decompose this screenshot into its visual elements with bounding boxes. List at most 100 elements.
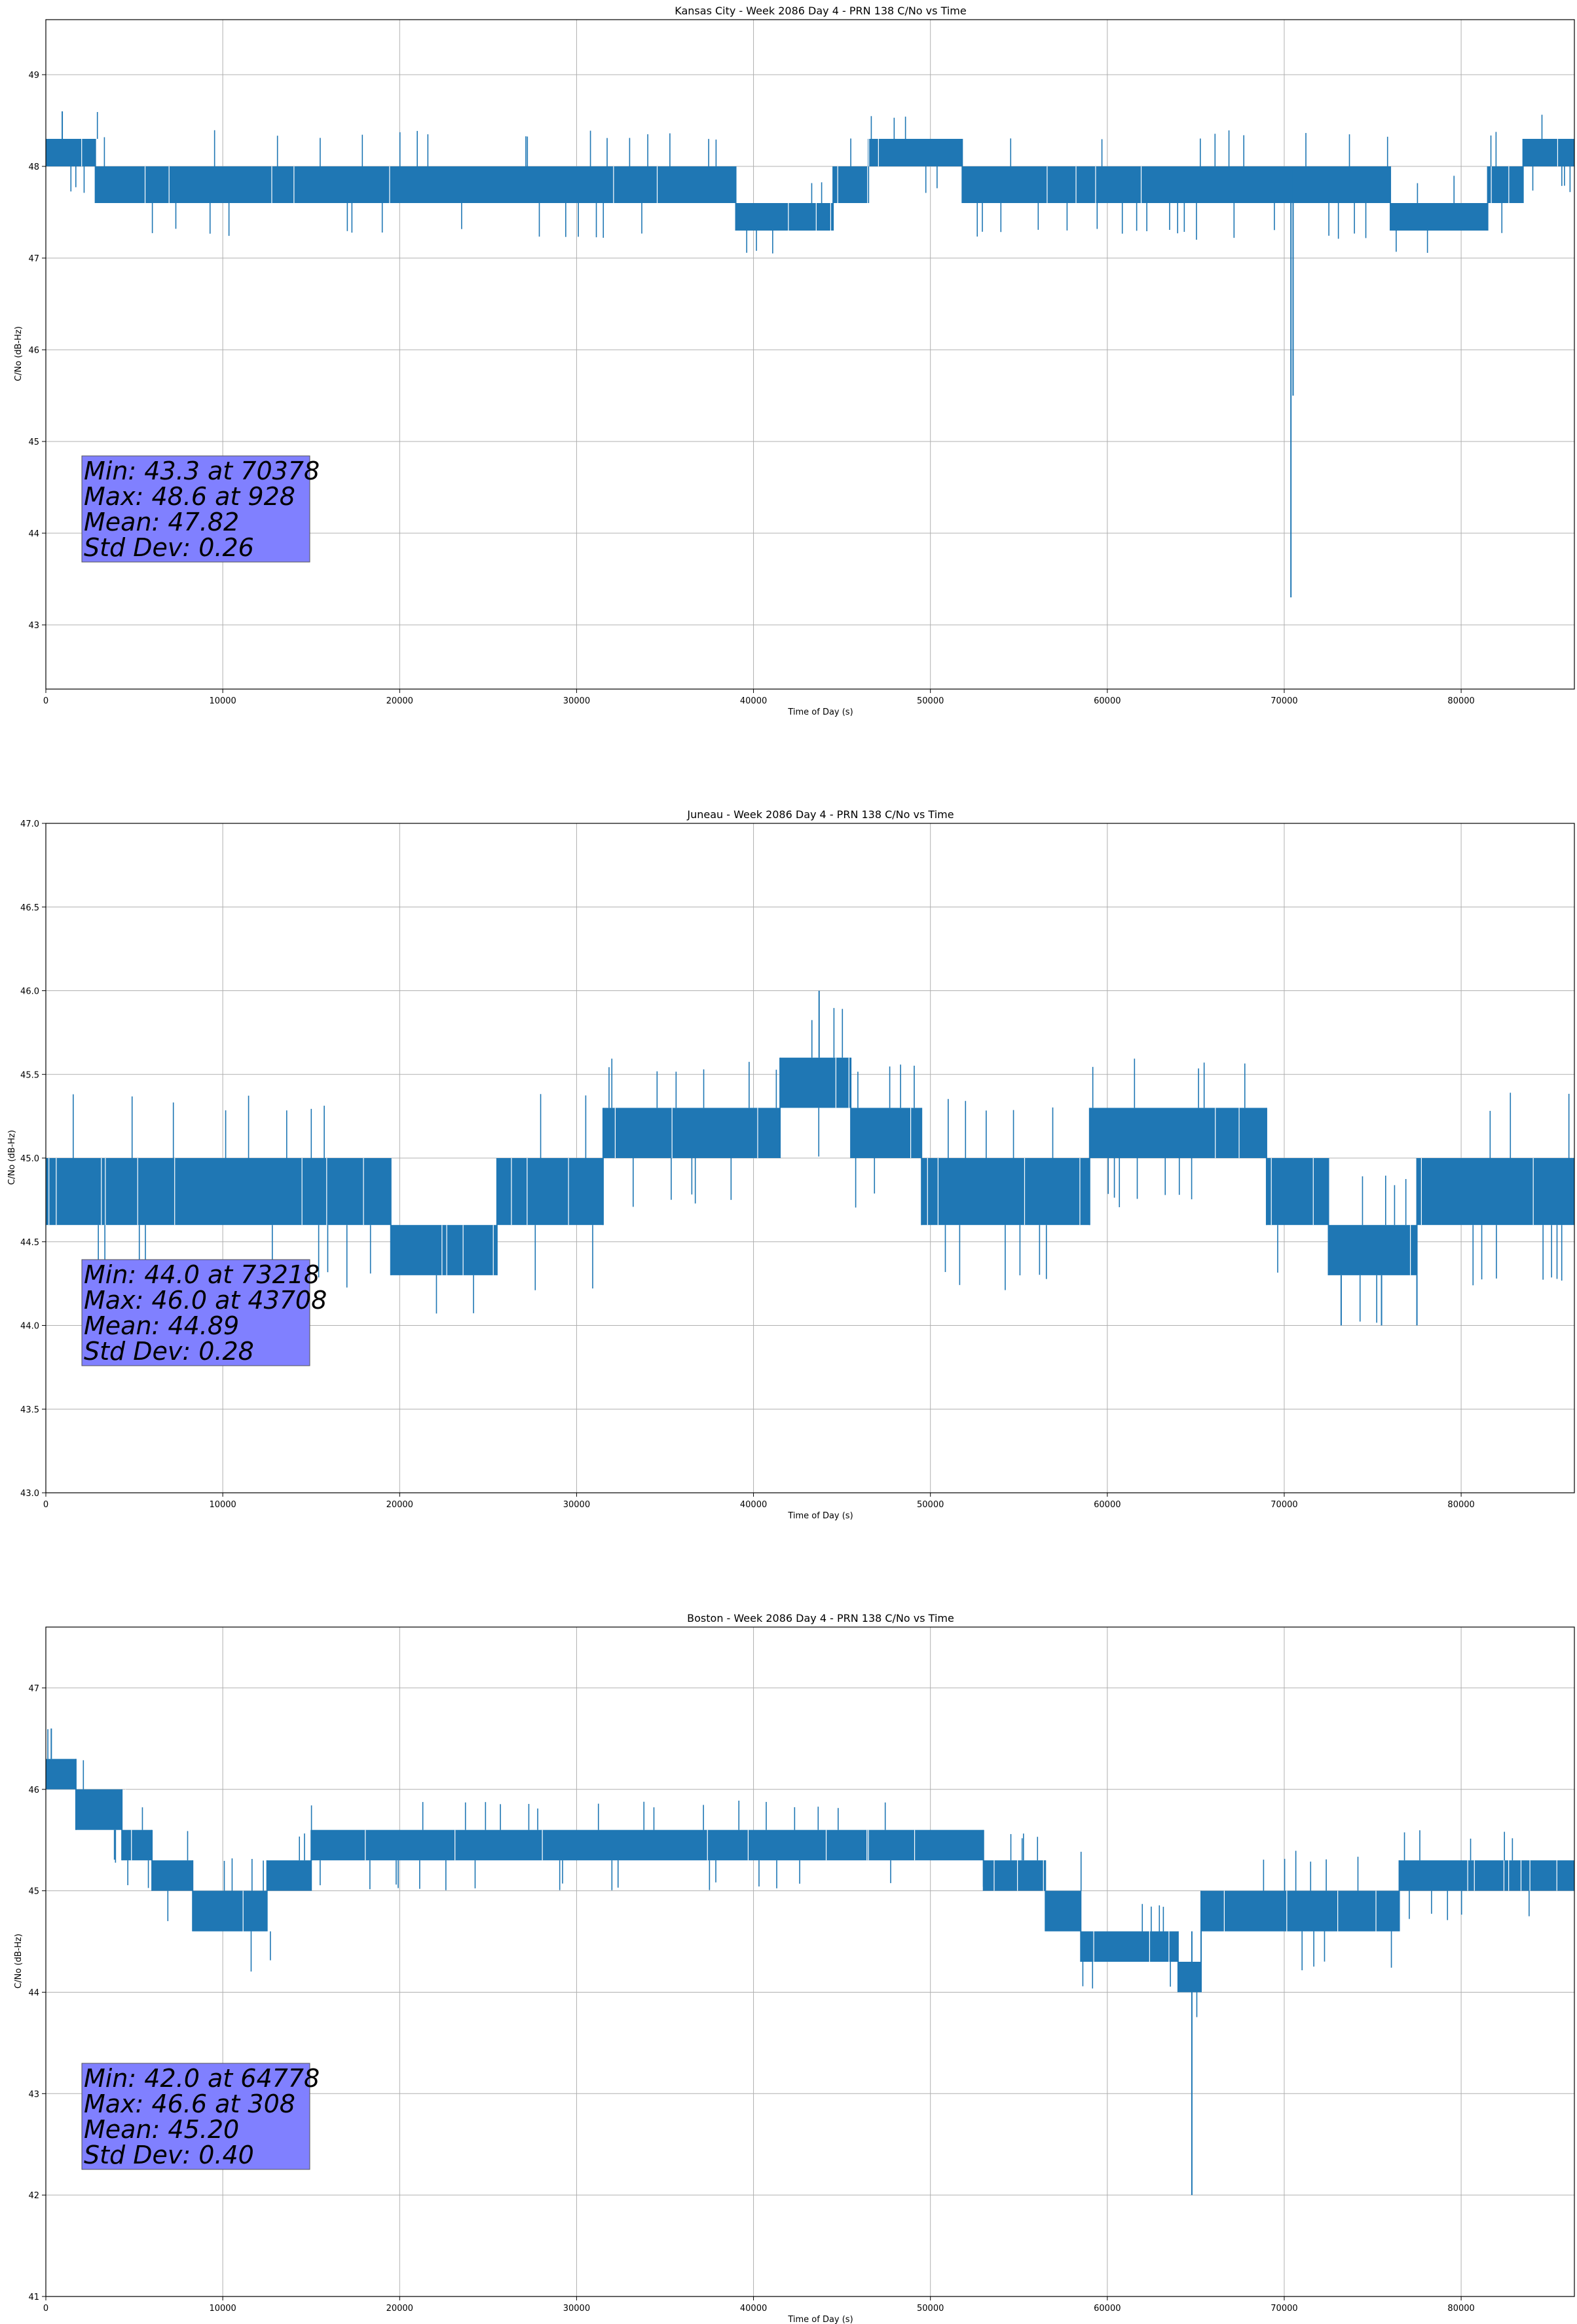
x-tick-label: 80000	[1447, 1500, 1474, 1510]
series-cno	[46, 111, 1574, 597]
stats-line: Std Dev: 0.26	[84, 533, 254, 562]
x-tick-label: 40000	[740, 1500, 767, 1510]
x-tick-label: 30000	[563, 696, 590, 706]
cno-band	[1328, 1225, 1417, 1275]
y-axis-label: C/No (dB-Hz)	[7, 1130, 17, 1185]
stats-line: Mean: 45.20	[84, 2115, 239, 2144]
x-tick-label: 0	[43, 696, 48, 706]
cno-band	[1045, 1890, 1081, 1932]
chart-panel-boston: Boston - Week 2086 Day 4 - PRN 138 C/No …	[14, 1612, 1575, 2324]
cno-band	[496, 1158, 603, 1226]
y-tick-label: 45	[28, 1887, 39, 1897]
cno-band	[1487, 166, 1523, 203]
stats-line: Max: 46.6 at 308	[84, 2090, 295, 2118]
stats-box	[81, 1259, 310, 1366]
x-axis-label: Time of Day (s)	[787, 2315, 853, 2324]
y-tick-label: 44	[28, 1988, 39, 1998]
cno-band	[267, 1860, 312, 1891]
x-tick-label: 50000	[917, 2304, 944, 2314]
cno-band	[735, 203, 834, 231]
x-tick-label: 60000	[1094, 1500, 1121, 1510]
stats-line: Max: 46.0 at 43708	[84, 1286, 327, 1315]
stats-line: Min: 43.3 at 70378	[84, 457, 320, 485]
y-tick-label: 45	[28, 438, 39, 447]
cno-band	[983, 1860, 1046, 1891]
y-tick-label: 47	[28, 1684, 39, 1694]
x-axis-ticks: 0 10000 20000 30000 40000 50000 60000 70000 8000…	[43, 689, 1475, 706]
x-tick-label: 10000	[209, 1500, 236, 1510]
x-tick-label: 70000	[1271, 1500, 1297, 1510]
x-tick-label: 70000	[1271, 2304, 1297, 2314]
x-tick-label: 50000	[917, 696, 944, 706]
chart-panel-kansas-city: Kansas City - Week 2086 Day 4 - PRN 138 …	[14, 5, 1575, 717]
y-tick-label: 41	[28, 2293, 39, 2302]
cno-band	[390, 1225, 497, 1275]
stats-line: Min: 44.0 at 73218	[84, 1260, 320, 1289]
y-tick-label: 46.0	[20, 987, 39, 997]
x-tick-label: 0	[43, 1500, 48, 1510]
stats-box	[81, 2063, 310, 2170]
cno-band	[1081, 1931, 1178, 1962]
y-tick-label: 43	[28, 2090, 39, 2099]
y-tick-label: 48	[28, 162, 39, 172]
x-tick-label: 20000	[386, 696, 413, 706]
x-tick-label: 20000	[386, 2304, 413, 2314]
y-tick-label: 47	[28, 254, 39, 264]
x-axis-ticks: 0 10000 20000 30000 40000 50000 60000 70000 8000…	[43, 1493, 1475, 1510]
x-tick-label: 30000	[563, 1500, 590, 1510]
y-axis-label: C/No (dB-Hz)	[14, 326, 24, 381]
y-tick-label: 44.0	[20, 1322, 39, 1332]
x-tick-label: 40000	[740, 696, 767, 706]
cno-band	[1417, 1158, 1574, 1226]
stats-line: Min: 42.0 at 64778	[84, 2064, 320, 2093]
cno-band	[297, 166, 736, 203]
chart-panel-juneau: Juneau - Week 2086 Day 4 - PRN 138 C/No …	[7, 808, 1575, 1521]
y-axis-ticks: 43 44 45 46 47 48 49	[28, 71, 46, 631]
cno-band	[152, 1860, 193, 1891]
y-tick-label: 49	[28, 71, 39, 81]
cno-band	[868, 139, 963, 166]
x-axis-label: Time of Day (s)	[787, 1511, 853, 1521]
y-tick-label: 45.0	[20, 1154, 39, 1164]
cno-band	[603, 1108, 781, 1158]
cno-band	[962, 166, 1293, 203]
cno-band	[46, 1158, 391, 1226]
x-tick-label: 0	[43, 2304, 48, 2314]
x-tick-label: 10000	[209, 2304, 236, 2314]
y-tick-label: 46	[28, 1786, 39, 1795]
cno-band	[46, 139, 96, 166]
stats-line: Std Dev: 0.40	[84, 2141, 254, 2169]
cno-band	[95, 166, 297, 203]
y-tick-label: 43	[28, 621, 39, 631]
x-tick-label: 10000	[209, 696, 236, 706]
x-axis-ticks: 0 10000 20000 30000 40000 50000 60000 70000 8000…	[43, 2296, 1475, 2314]
y-tick-label: 46	[28, 346, 39, 356]
stats-line: Max: 48.6 at 928	[84, 482, 295, 511]
x-tick-label: 60000	[1094, 2304, 1121, 2314]
x-tick-label: 20000	[386, 1500, 413, 1510]
x-tick-label: 60000	[1094, 696, 1121, 706]
cno-band	[833, 166, 869, 203]
cno-band	[46, 1759, 76, 1790]
series-cno	[46, 1728, 1574, 2196]
cno-band	[1390, 203, 1488, 231]
y-axis-label: C/No (dB-Hz)	[14, 1934, 24, 1989]
cno-band	[75, 1789, 122, 1830]
y-axis-ticks: 41 42 43 44 45 46 47	[28, 1684, 46, 2302]
cno-band	[311, 1829, 984, 1861]
cno-band	[1201, 1890, 1400, 1932]
cno-band	[1266, 1158, 1329, 1226]
cno-band	[193, 1890, 267, 1932]
cno-band	[851, 1108, 922, 1158]
x-tick-label: 80000	[1447, 696, 1474, 706]
plot-frame	[45, 1626, 1575, 2297]
stats-line: Std Dev: 0.28	[84, 1337, 254, 1366]
cno-band	[780, 1057, 851, 1108]
stats-line: Mean: 47.82	[84, 508, 239, 536]
chart-title: Juneau - Week 2086 Day 4 - PRN 138 C/No …	[686, 808, 954, 821]
stats-line: Mean: 44.89	[84, 1311, 239, 1340]
cno-band	[1293, 166, 1391, 203]
cno-band	[1399, 1860, 1574, 1891]
